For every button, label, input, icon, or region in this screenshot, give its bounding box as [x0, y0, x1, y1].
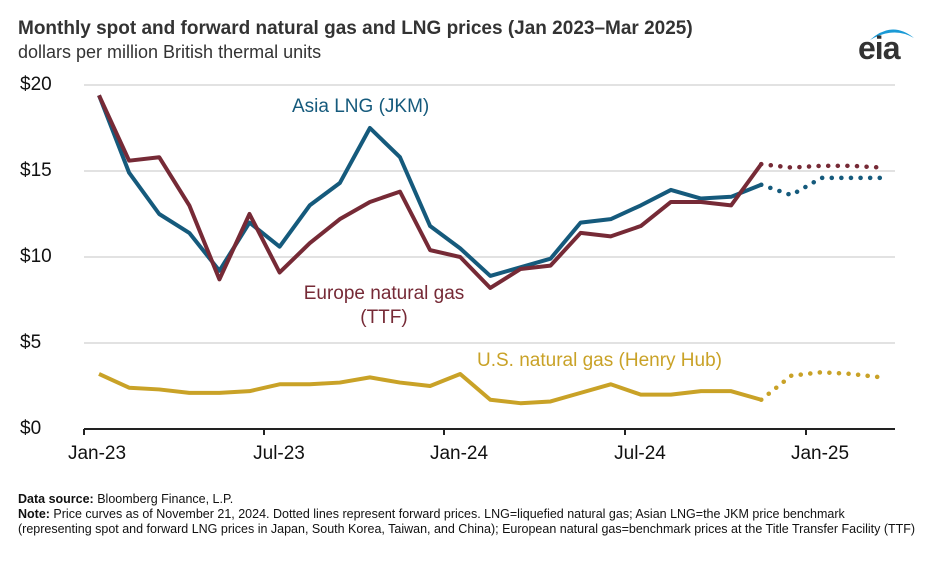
x-tick-label: Jan-25 — [790, 443, 850, 464]
y-tick-label: $0 — [20, 418, 42, 439]
series-label-asia: Asia LNG (JKM) — [292, 96, 430, 117]
source-label: Data source: — [18, 492, 94, 506]
x-tick-label: Jul-23 — [253, 443, 305, 464]
data-source: Data source: Bloomberg Finance, L.P. — [18, 492, 918, 507]
note-label: Note: — [18, 507, 50, 521]
chart-title: Monthly spot and forward natural gas and… — [18, 18, 693, 39]
series-forward-line-1 — [758, 161, 884, 170]
x-tick-label: Jan-23 — [67, 443, 127, 464]
series-label-us: U.S. natural gas (Henry Hub) — [477, 350, 722, 371]
series-label-europe: Europe natural gas (TTF) — [284, 282, 484, 330]
logo-text: eia — [858, 30, 900, 66]
source-text: Bloomberg Finance, L.P. — [93, 492, 234, 506]
y-tick-label: $5 — [20, 332, 42, 353]
series-line-1 — [97, 94, 763, 290]
x-tick-label: Jul-24 — [614, 443, 666, 464]
y-tick-label: $15 — [20, 160, 52, 181]
x-tick-label: Jan-24 — [429, 443, 489, 464]
chart-subtitle: dollars per million British thermal unit… — [18, 42, 322, 62]
y-tick-label: $10 — [20, 246, 52, 267]
note-text: Price curves as of November 21, 2024. Do… — [18, 507, 916, 536]
y-tick-label: $20 — [20, 74, 52, 95]
series-line-2 — [98, 371, 762, 406]
logo-swoosh-icon — [870, 29, 914, 40]
series-forward-line-2 — [758, 369, 884, 403]
note: Note: Price curves as of November 21, 20… — [18, 507, 918, 537]
series-forward-line-0 — [758, 175, 884, 198]
series-label-europe-line2: (TTF) — [360, 307, 408, 328]
series-label-europe-line1: Europe natural gas — [303, 283, 465, 304]
eia-logo: eia — [850, 22, 916, 68]
